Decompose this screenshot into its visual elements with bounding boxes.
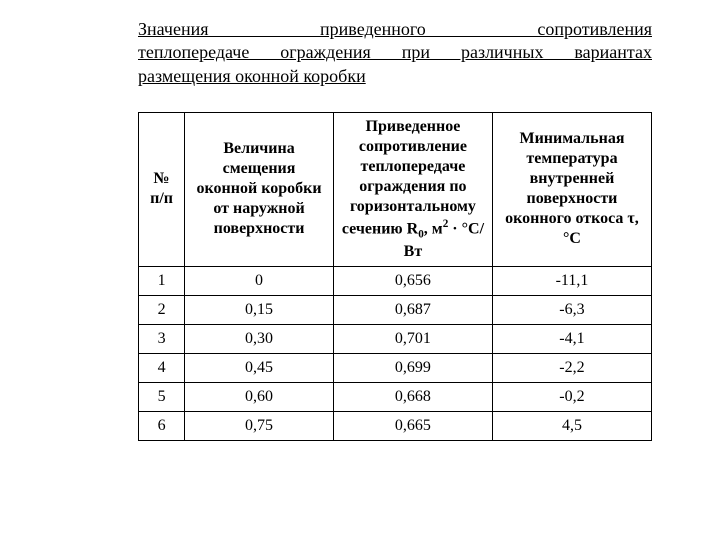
cell-shift: 0: [185, 266, 334, 295]
table-row: 50,600,668-0,2: [139, 382, 652, 411]
cell-n: 4: [139, 353, 185, 382]
table-row: 20,150,687-6,3: [139, 295, 652, 324]
table-body: 100,656-11,120,150,687-6,330,300,701-4,1…: [139, 266, 652, 440]
cell-shift: 0,75: [185, 411, 334, 440]
data-table: № п/п Величина смещения оконной коробки …: [138, 112, 652, 441]
table-row: 30,300,701-4,1: [139, 324, 652, 353]
cell-n: 3: [139, 324, 185, 353]
cell-n: 5: [139, 382, 185, 411]
cell-r0: 0,687: [333, 295, 492, 324]
cell-r0: 0,656: [333, 266, 492, 295]
cell-shift: 0,30: [185, 324, 334, 353]
table-head: № п/п Величина смещения оконной коробки …: [139, 113, 652, 267]
table-header-row: № п/п Величина смещения оконной коробки …: [139, 113, 652, 267]
table-row: 60,750,6654,5: [139, 411, 652, 440]
cell-tau: -11,1: [492, 266, 651, 295]
cell-n: 1: [139, 266, 185, 295]
cell-n: 6: [139, 411, 185, 440]
table-row: 40,450,699-2,2: [139, 353, 652, 382]
page-title: Значения приведенного сопротивления тепл…: [138, 18, 652, 88]
title-line-2: теплопередаче ограждения при различных в…: [138, 41, 652, 64]
cell-r0: 0,701: [333, 324, 492, 353]
cell-shift: 0,45: [185, 353, 334, 382]
cell-n: 2: [139, 295, 185, 324]
cell-r0: 0,668: [333, 382, 492, 411]
cell-tau: -4,1: [492, 324, 651, 353]
cell-tau: 4,5: [492, 411, 651, 440]
title-line-3: размещения оконной коробки: [138, 65, 652, 88]
cell-r0: 0,665: [333, 411, 492, 440]
col-header-n: № п/п: [139, 113, 185, 267]
cell-tau: -0,2: [492, 382, 651, 411]
cell-tau: -2,2: [492, 353, 651, 382]
col-header-r0: Приведенное сопротивление теплопередаче …: [333, 113, 492, 267]
col-header-tau: Минимальная температура внутренней повер…: [492, 113, 651, 267]
cell-r0: 0,699: [333, 353, 492, 382]
col-header-shift: Величина смещения оконной коробки от нар…: [185, 113, 334, 267]
cell-shift: 0,15: [185, 295, 334, 324]
cell-shift: 0,60: [185, 382, 334, 411]
title-line-1: Значения приведенного сопротивления: [138, 18, 652, 41]
page: Значения приведенного сопротивления тепл…: [0, 0, 720, 459]
table-row: 100,656-11,1: [139, 266, 652, 295]
cell-tau: -6,3: [492, 295, 651, 324]
